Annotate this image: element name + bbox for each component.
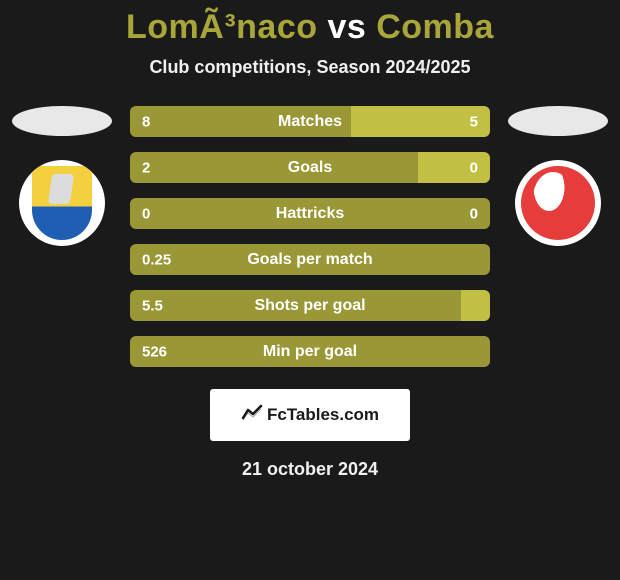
bar-value-left: 0 — [142, 205, 150, 222]
title-vs: vs — [318, 8, 377, 46]
page-title: LomÃ³naco vs Comba — [0, 8, 620, 47]
bar-value-left: 8 — [142, 113, 150, 130]
bar-stat-label: Goals per match — [247, 251, 372, 269]
left-player-column — [12, 106, 112, 246]
stat-bar: 526 Min per goal — [130, 336, 490, 367]
crest-shape-icon — [521, 166, 595, 240]
bar-stat-label: Goals — [288, 159, 332, 177]
bar-stat-label: Matches — [278, 113, 342, 131]
club-crest-right — [515, 160, 601, 246]
stat-bar: 0.25 Goals per match — [130, 244, 490, 275]
title-player-right: Comba — [376, 8, 494, 46]
bar-value-right: 5 — [470, 113, 478, 130]
flag-icon — [508, 106, 608, 136]
comparison-card: LomÃ³naco vs Comba Club competitions, Se… — [0, 0, 620, 580]
content-row: 8 5 Matches 2 0 Goals 0 0 Hattricks 0.25 Goals per… — [0, 106, 620, 367]
right-player-column — [508, 106, 608, 246]
subtitle: Club competitions, Season 2024/2025 — [0, 57, 620, 78]
bar-segment-left — [130, 152, 418, 183]
bar-segment-right — [418, 152, 490, 183]
footer-date: 21 october 2024 — [0, 459, 620, 480]
stat-bars: 8 5 Matches 2 0 Goals 0 0 Hattricks 0.25 Goals per… — [130, 106, 490, 367]
crest-shape-icon — [32, 166, 92, 240]
flag-icon — [12, 106, 112, 136]
source-brand: FcTables.com — [267, 405, 379, 425]
bar-value-left: 5.5 — [142, 297, 163, 314]
stat-bar: 5.5 Shots per goal — [130, 290, 490, 321]
stat-bar: 0 0 Hattricks — [130, 198, 490, 229]
bar-value-right: 0 — [470, 205, 478, 222]
chart-icon — [241, 404, 263, 427]
bar-value-right: 0 — [470, 159, 478, 176]
bar-segment-right — [461, 290, 490, 321]
club-crest-left — [19, 160, 105, 246]
stat-bar: 2 0 Goals — [130, 152, 490, 183]
bar-stat-label: Shots per goal — [254, 297, 365, 315]
bar-value-left: 0.25 — [142, 251, 171, 268]
bar-value-left: 2 — [142, 159, 150, 176]
bar-stat-label: Min per goal — [263, 343, 357, 361]
source-badge: FcTables.com — [210, 389, 410, 441]
title-player-left: LomÃ³naco — [126, 8, 318, 46]
stat-bar: 8 5 Matches — [130, 106, 490, 137]
bar-stat-label: Hattricks — [276, 205, 344, 223]
bar-value-left: 526 — [142, 343, 167, 360]
